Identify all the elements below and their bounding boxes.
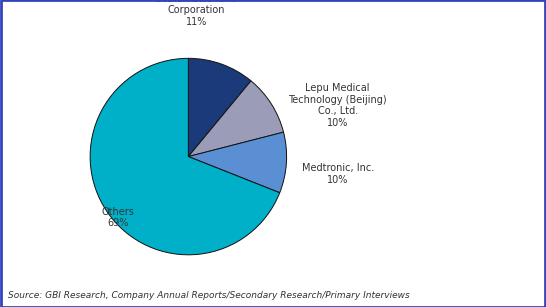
Text: Medtronic, Inc.
10%: Medtronic, Inc. 10% [301,163,374,185]
Text: Cardiovascular Devices Market, China, Company Share (%), 2010: Cardiovascular Devices Market, China, Co… [8,13,415,23]
Text: Source: GBI Research, Company Annual Reports/Secondary Research/Primary Intervie: Source: GBI Research, Company Annual Rep… [8,291,410,300]
Wedge shape [188,58,251,157]
Wedge shape [188,132,287,193]
Text: Lepu Medical
Technology (Beijing)
Co., Ltd.
10%: Lepu Medical Technology (Beijing) Co., L… [288,83,387,128]
Text: Others
69%: Others 69% [101,207,134,228]
Text: Boston Scientific
Corporation
11%: Boston Scientific Corporation 11% [156,0,237,27]
Wedge shape [90,58,280,255]
Wedge shape [188,81,283,157]
